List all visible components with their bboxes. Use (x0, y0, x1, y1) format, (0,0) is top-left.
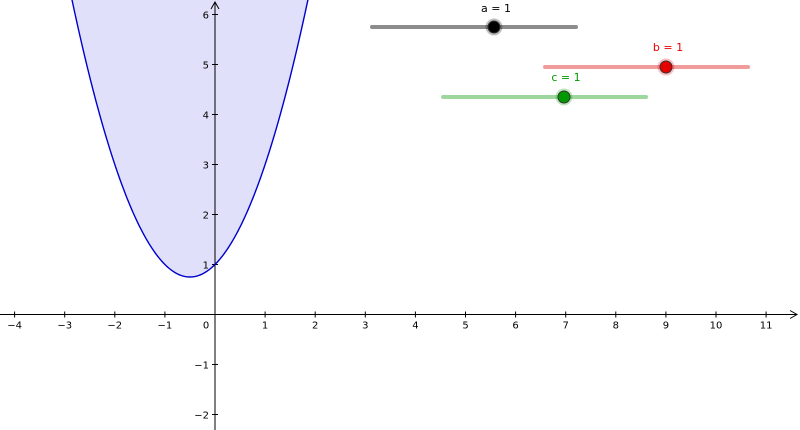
x-axis-tick-label: −4 (7, 321, 22, 332)
x-axis-tick-label: 9 (663, 321, 669, 332)
x-axis-tick-label: 4 (412, 321, 418, 332)
region-above-curve (72, 0, 308, 277)
y-axis-tick-label: −2 (194, 411, 209, 422)
y-axis-tick-label: 5 (203, 61, 209, 72)
x-axis-tick-label: 2 (312, 321, 318, 332)
slider-c-handle[interactable] (557, 90, 571, 104)
x-axis-tick-label: −2 (107, 321, 122, 332)
x-axis-tick-label: 8 (613, 321, 619, 332)
slider-a-handle[interactable] (487, 20, 501, 34)
slider-c-label: c = 1 (551, 71, 580, 84)
x-axis-tick-label: 11 (760, 321, 773, 332)
shaded-region (72, 0, 308, 277)
sliders-panel: a = 1 b = 1 c = 1 (370, 2, 750, 106)
y-axis-tick-label: 6 (203, 11, 209, 22)
slider-c[interactable]: c = 1 (441, 71, 648, 106)
y-axis-tick-label: 4 (203, 111, 209, 122)
x-axis-tick-label: −3 (57, 321, 72, 332)
slider-b-handle[interactable] (659, 60, 673, 74)
slider-b[interactable]: b = 1 (543, 41, 750, 76)
slider-a-label: a = 1 (481, 2, 511, 15)
x-axis-tick-label: 1 (262, 321, 268, 332)
y-axis-tick-label: 3 (203, 161, 209, 172)
x-axis-tick-label: 7 (563, 321, 569, 332)
slider-a[interactable]: a = 1 (370, 2, 578, 36)
x-axis-tick-label: 6 (512, 321, 518, 332)
y-axis-tick-label: 2 (203, 211, 209, 222)
y-axis-arrow (210, 0, 220, 10)
x-axis-arrow (789, 310, 799, 319)
x-axis-tick-label: 0 (203, 321, 209, 332)
x-axis-tick-label: 10 (710, 321, 723, 332)
parabola-curve (67, 0, 313, 278)
y-axis-tick-label: −1 (194, 361, 209, 372)
x-axis-tick-label: −1 (158, 321, 173, 332)
y-axis-tick-label: 1 (203, 261, 209, 272)
x-axis-tick-label: 3 (362, 321, 368, 332)
function-graph[interactable] (67, 0, 313, 278)
x-axis-tick-label: 5 (462, 321, 468, 332)
slider-b-label: b = 1 (653, 41, 683, 54)
